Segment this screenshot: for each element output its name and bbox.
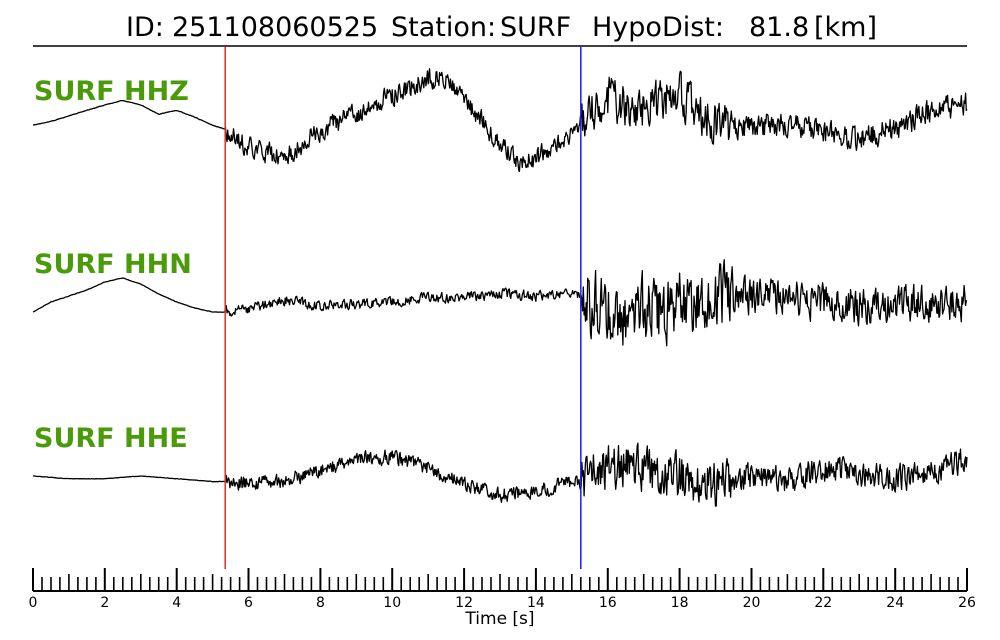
tick-label: 12 [455, 595, 473, 611]
trace-line [32, 259, 968, 347]
tick-label: 10 [383, 595, 401, 611]
title-id-value: 251108060525 [172, 12, 378, 43]
title-station-label: Station: [391, 12, 496, 43]
channel-label: SURF HHE [34, 423, 188, 454]
channel-labels-layer: SURF HHZ SURF HHN SURF HHE [34, 76, 192, 454]
title-dist-unit: [km] [814, 12, 877, 43]
tick-label: 2 [100, 595, 109, 611]
tick-label: 0 [29, 595, 38, 611]
axis-ticks [32, 568, 968, 591]
traces-layer [32, 68, 968, 507]
tick-label: 22 [814, 595, 832, 611]
figure-title: ID: 251108060525 Station: SURF HypoDist:… [126, 12, 877, 43]
title-id-label: ID: [126, 12, 164, 43]
tick-label: 14 [527, 595, 545, 611]
pick-lines-layer [224, 47, 582, 569]
trace-line [32, 442, 968, 507]
axis-tick-labels: 0 2 4 6 8 10 12 14 16 18 20 22 24 26 [29, 595, 976, 611]
tick-label: 20 [743, 595, 761, 611]
tick-label: 26 [958, 595, 976, 611]
channel-label: SURF HHN [34, 249, 192, 280]
tick-label: 16 [599, 595, 617, 611]
x-axis-label: Time [s] [464, 609, 534, 629]
time-axis: 0 2 4 6 8 10 12 14 16 18 20 22 24 26 Time [s] [29, 568, 976, 629]
tick-label: 8 [316, 595, 325, 611]
tick-label: 6 [244, 595, 253, 611]
title-dist-value: 81.8 [749, 12, 809, 43]
title-station-value: SURF [500, 12, 571, 43]
tick-label: 18 [671, 595, 689, 611]
tick-label: 4 [172, 595, 181, 611]
trace-line [32, 68, 968, 173]
title-dist-label: HypoDist: [592, 12, 724, 43]
channel-label: SURF HHZ [34, 76, 189, 107]
tick-label: 24 [886, 595, 904, 611]
